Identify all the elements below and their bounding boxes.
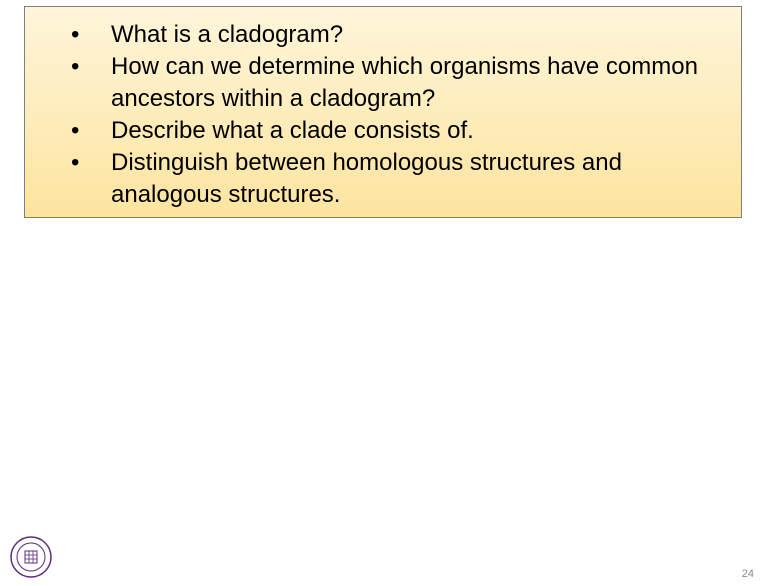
content-card: What is a cladogram? How can we determin… xyxy=(24,6,742,218)
bullet-item: How can we determine which organisms hav… xyxy=(53,51,713,115)
bullet-item: What is a cladogram? xyxy=(53,19,713,51)
bullet-list: What is a cladogram? How can we determin… xyxy=(53,19,713,210)
page-number: 24 xyxy=(742,568,754,580)
seal-icon xyxy=(10,536,52,578)
bullet-item: Describe what a clade consists of. xyxy=(53,115,713,147)
bullet-text: What is a cladogram? xyxy=(111,21,343,48)
bullet-text: Describe what a clade consists of. xyxy=(111,117,474,144)
bullet-item: Distinguish between homologous structure… xyxy=(53,147,713,211)
bullet-text: How can we determine which organisms hav… xyxy=(111,53,698,112)
bullet-text: Distinguish between homologous structure… xyxy=(111,149,622,208)
